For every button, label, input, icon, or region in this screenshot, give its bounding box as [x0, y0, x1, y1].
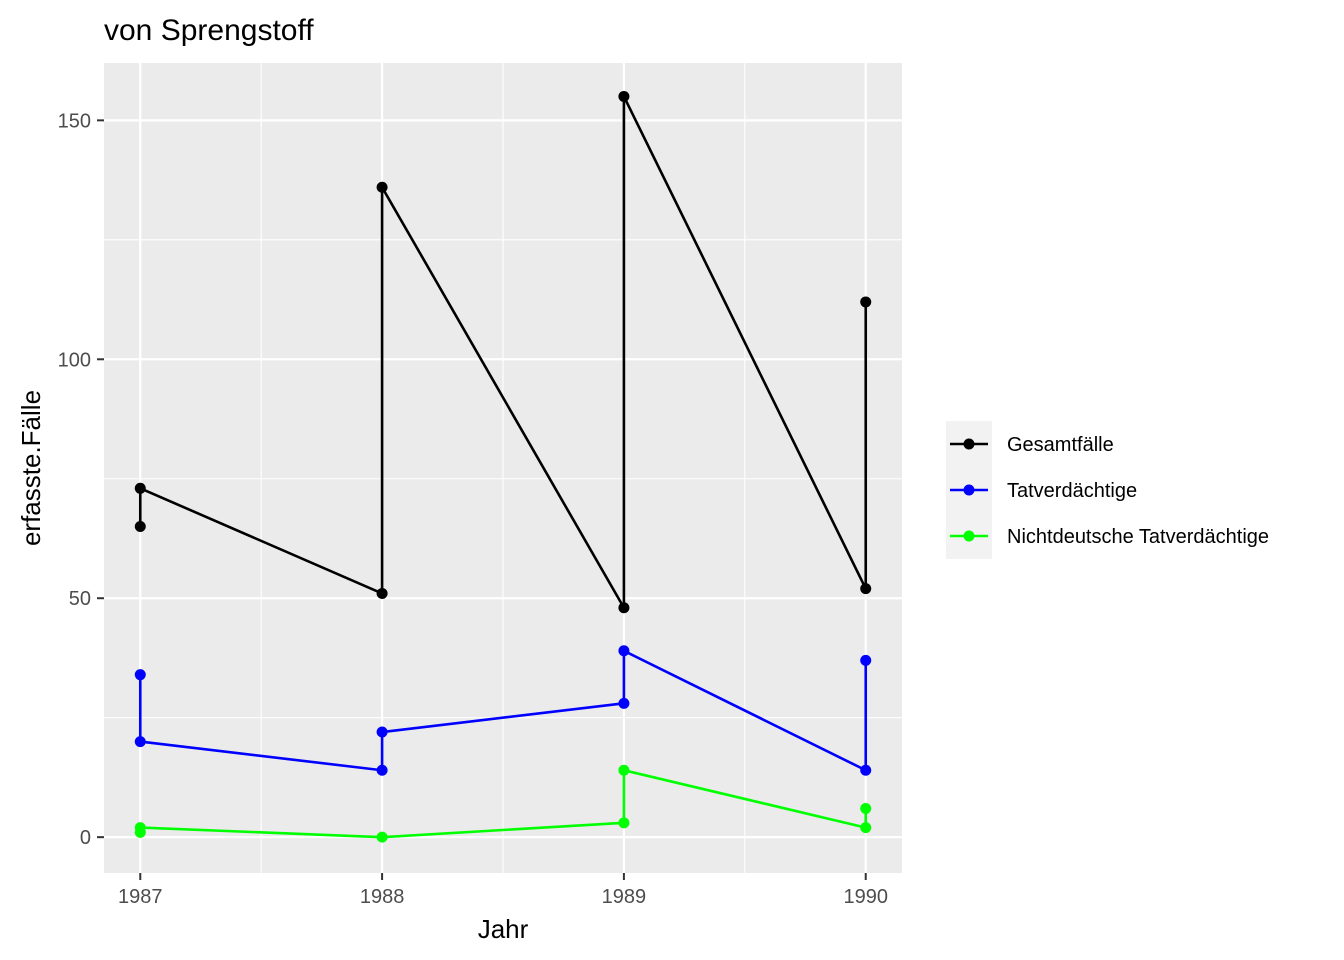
legend-label: Tatverdächtige: [1007, 480, 1137, 502]
legend-key-point: [963, 438, 975, 450]
series-point-2: [618, 697, 630, 709]
series-point-2: [376, 764, 388, 776]
y-tick-label: 100: [58, 349, 91, 371]
series-point-2: [134, 669, 146, 681]
series-point-1: [618, 90, 630, 102]
x-axis-title: Jahr: [478, 914, 529, 944]
y-tick-label: 0: [80, 827, 91, 849]
legend-key-point: [963, 530, 975, 542]
series-point-1: [376, 181, 388, 193]
series-layer: [134, 90, 872, 843]
series-point-1: [376, 587, 388, 599]
series-point-3: [860, 822, 872, 834]
series-point-1: [134, 482, 146, 494]
series-point-2: [860, 764, 872, 776]
y-axis: 0 50 100 150: [58, 110, 104, 849]
legend-label: Nichtdeutsche Tatverdächtige: [1007, 526, 1269, 548]
x-tick-label: 1990: [843, 886, 888, 908]
chart-title: von Sprengstoff: [104, 14, 314, 47]
x-axis: 1987 1988 1989 1990: [118, 873, 888, 908]
series-point-1: [618, 602, 630, 614]
series-point-3: [618, 764, 630, 776]
series-point-3: [376, 831, 388, 843]
legend-label: Gesamtfälle: [1007, 434, 1114, 456]
x-tick-label: 1988: [360, 886, 405, 908]
series-line-2: [138, 649, 868, 772]
series-point-2: [860, 654, 872, 666]
series-point-2: [376, 726, 388, 738]
x-tick-label: 1987: [118, 886, 163, 908]
x-tick-label: 1989: [602, 886, 647, 908]
series-point-3: [860, 802, 872, 814]
y-tick-label: 50: [69, 588, 91, 610]
y-axis-title: erfasste.Fälle: [16, 390, 46, 546]
y-tick-label: 150: [58, 110, 91, 132]
legend-key-point: [963, 484, 975, 496]
series-point-3: [618, 817, 630, 829]
series-line-1: [138, 95, 868, 610]
series-point-2: [618, 645, 630, 657]
series-point-2: [134, 736, 146, 748]
series-point-1: [860, 296, 872, 308]
legend: Gesamtfälle Tatverdächtige Nichtdeutsche T…: [946, 421, 1269, 559]
series-point-1: [134, 521, 146, 533]
series-point-1: [860, 583, 872, 595]
series-point-3: [134, 822, 146, 834]
